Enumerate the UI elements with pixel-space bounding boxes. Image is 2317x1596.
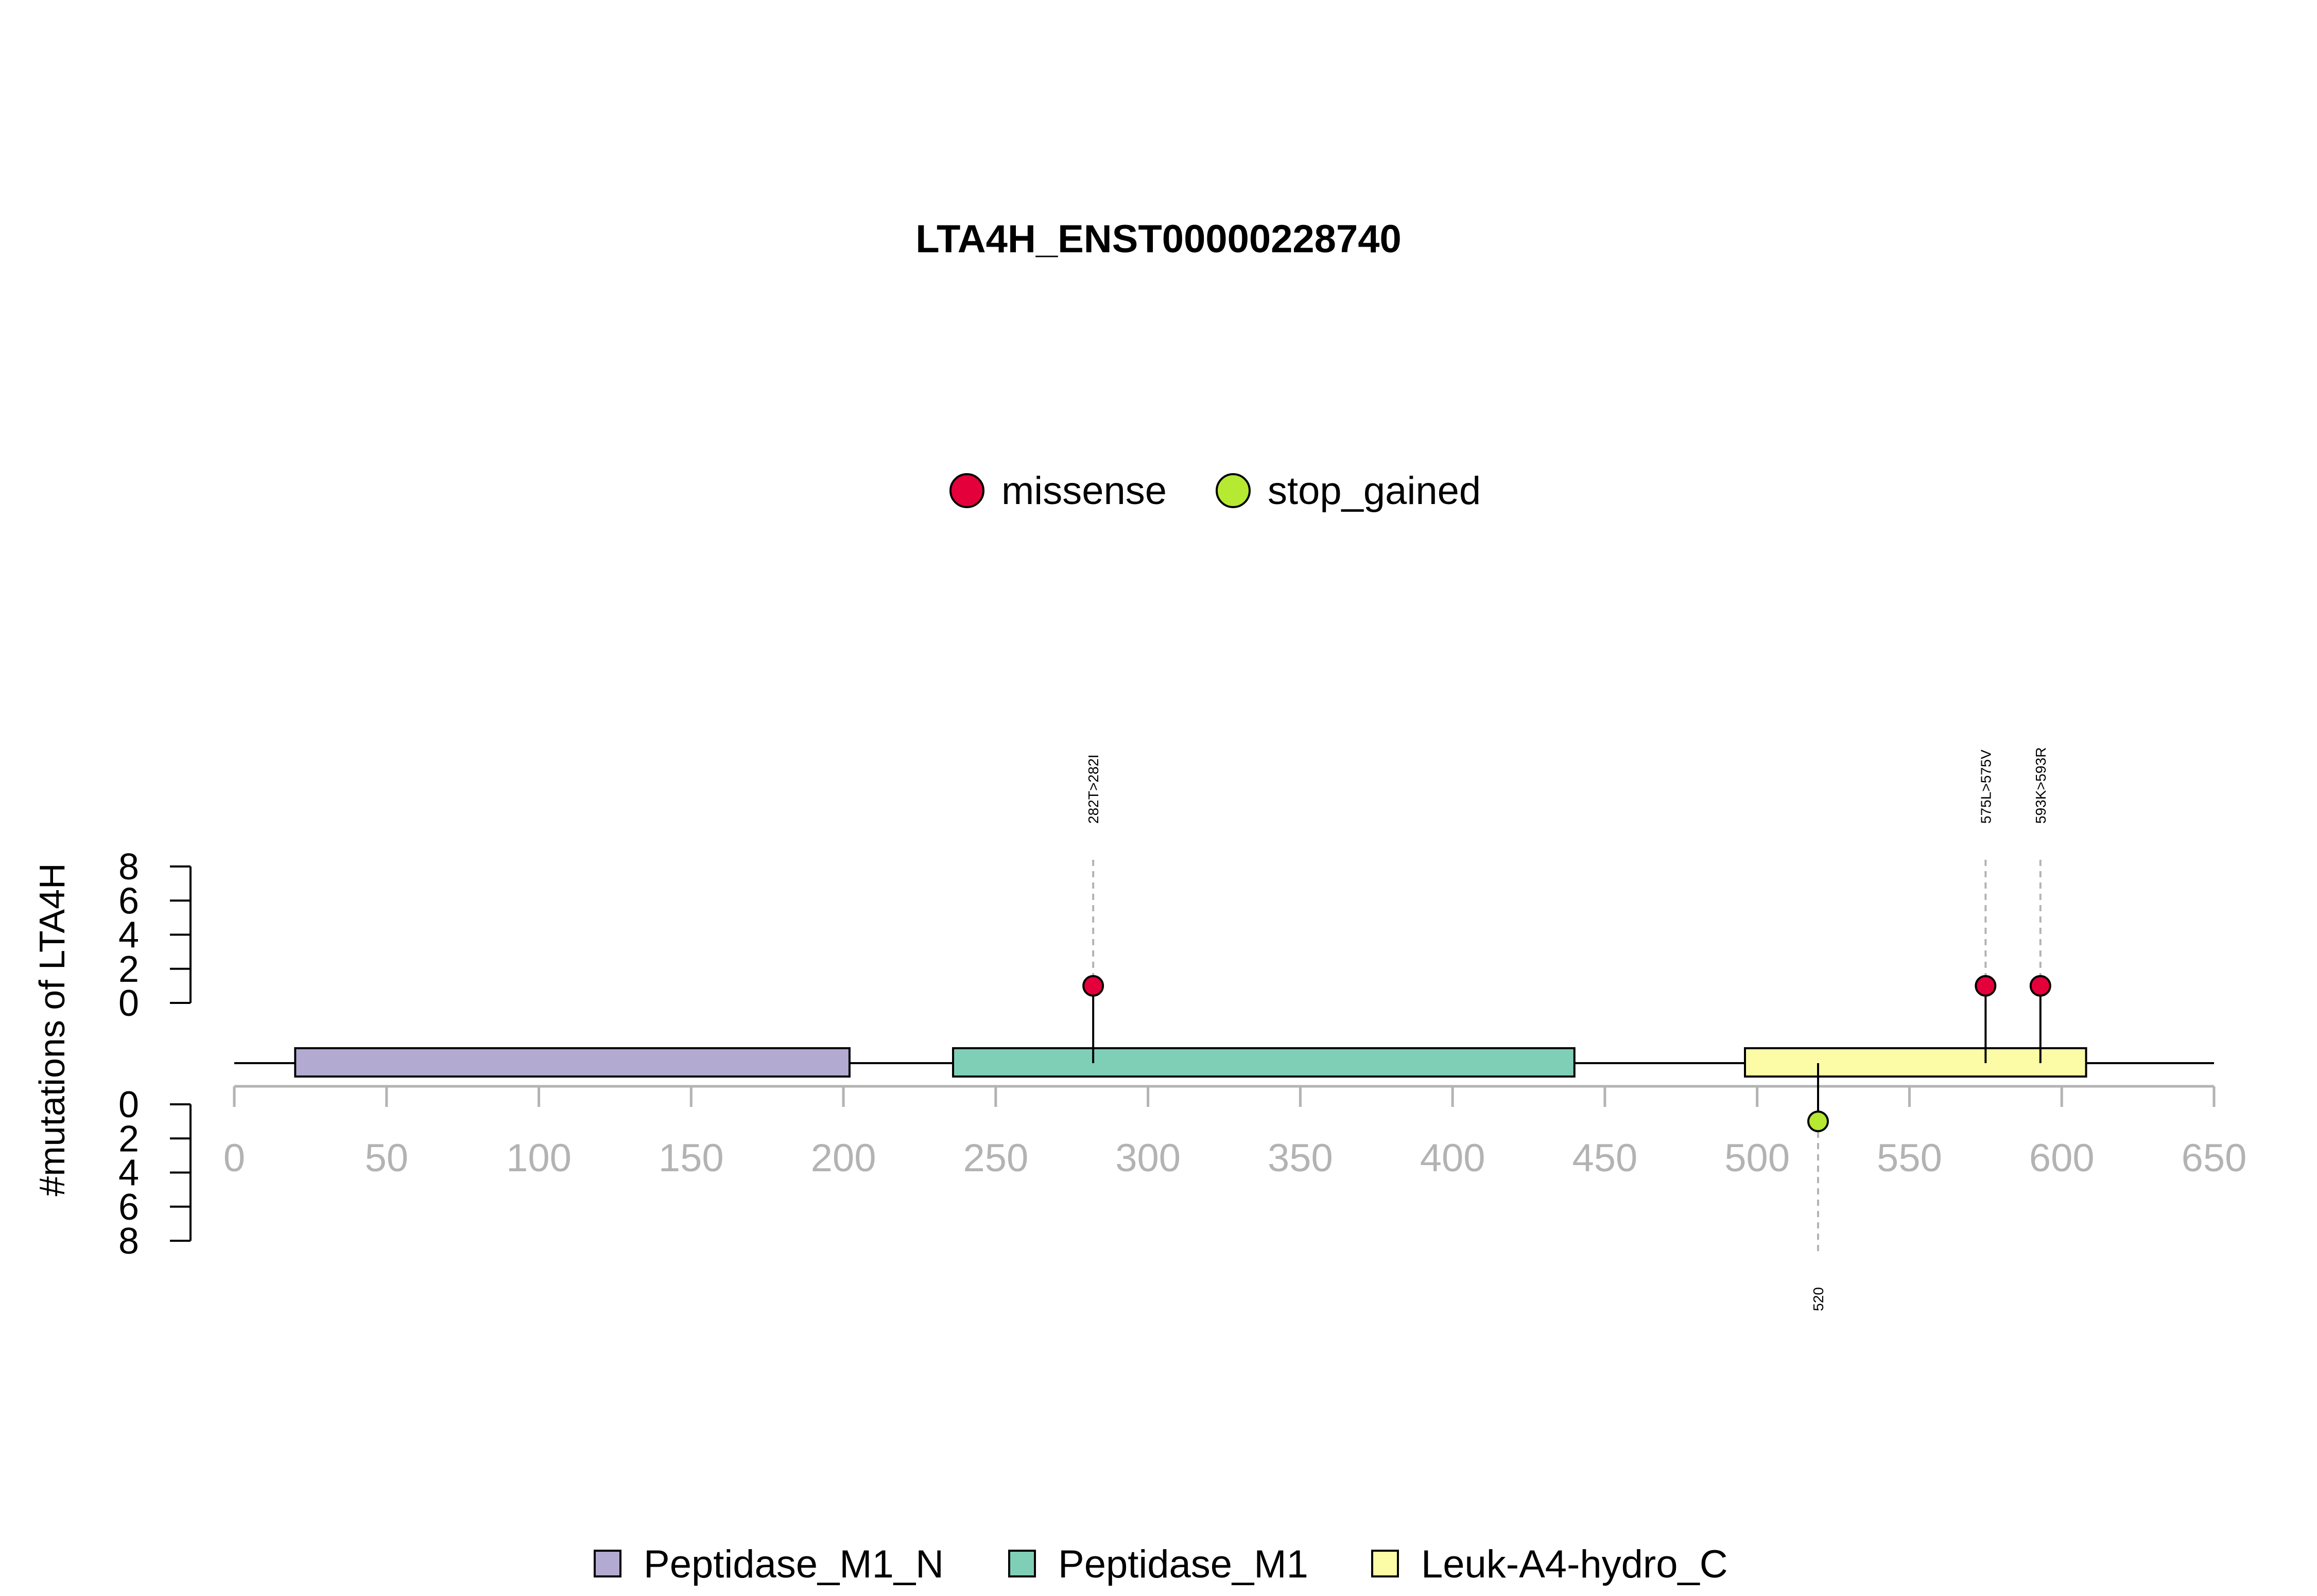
- x-tick-label: 550: [1877, 1136, 1942, 1180]
- y-upper-tick-label: 0: [118, 983, 139, 1024]
- x-tick-label: 300: [1115, 1136, 1181, 1180]
- x-tick-label: 600: [2029, 1136, 2095, 1180]
- domain-legend-label: Leuk-A4-hydro_C: [1421, 1542, 1728, 1586]
- protein-domains: [294, 1047, 2087, 1078]
- y-upper-tick-label: 8: [118, 846, 139, 888]
- mutation-label: 282T>282I: [1085, 754, 1101, 824]
- domain-peptidase_m1_n: [294, 1047, 851, 1078]
- x-tick-label: 100: [506, 1136, 572, 1180]
- y-axis-label: #mutations of LTA4H: [32, 863, 72, 1196]
- domain-legend: Peptidase_M1_N Peptidase_M1 Leuk-A4-hydro_…: [594, 1542, 1728, 1586]
- mutation-point-stop_gained: [1807, 1111, 1829, 1133]
- x-tick-label: 450: [1572, 1136, 1638, 1180]
- x-axis: 0 50 100 150 200 250 300 350 400 450 500 550 600 650: [223, 1085, 2247, 1180]
- domain-legend-swatch: [594, 1550, 621, 1577]
- domain-legend-label: Peptidase_M1: [1058, 1542, 1308, 1586]
- x-tick-label: 0: [223, 1136, 245, 1180]
- y-upper-tick-label: 2: [118, 949, 139, 990]
- y-lower-tick-label: 6: [118, 1187, 139, 1228]
- y-lower-tick-label: 8: [118, 1221, 139, 1262]
- chart-title: LTA4H_ENST00000228740: [915, 217, 1402, 261]
- mutation-point-missense: [1082, 975, 1104, 997]
- y-lower-tick-label: 4: [118, 1153, 139, 1194]
- legend-marker-missense: [949, 473, 984, 508]
- x-tick-label: 350: [1268, 1136, 1333, 1180]
- mutation-lollipops: 282T>282I 575L>575V 593K>593R 520: [1082, 747, 2051, 1311]
- x-tick-label: 500: [1724, 1136, 1790, 1180]
- domain-leuk-a4-hydro_c: [1744, 1047, 2087, 1078]
- domain-legend-label: Peptidase_M1_N: [644, 1542, 944, 1586]
- y-lower-tick-label: 0: [118, 1084, 139, 1125]
- domain-peptidase_m1: [952, 1047, 1576, 1078]
- x-tick-label: 250: [963, 1136, 1028, 1180]
- mutation-type-legend: missense stop_gained: [949, 469, 1481, 513]
- legend-label-missense: missense: [1001, 469, 1167, 513]
- domain-legend-swatch: [1371, 1550, 1399, 1577]
- x-tick-label: 150: [659, 1136, 724, 1180]
- legend-label-stop_gained: stop_gained: [1268, 469, 1481, 513]
- mutation-point-missense: [1975, 975, 1997, 997]
- x-tick-label: 650: [2182, 1136, 2247, 1180]
- mutation-label: 520: [1810, 1287, 1826, 1311]
- x-tick-label: 200: [811, 1136, 876, 1180]
- x-tick-label: 400: [1420, 1136, 1485, 1180]
- legend-marker-stop_gained: [1216, 473, 1251, 508]
- y-upper-tick-label: 6: [118, 880, 139, 922]
- x-tick-label: 50: [365, 1136, 408, 1180]
- mutation-point-missense: [2029, 975, 2051, 997]
- mutation-label: 575L>575V: [1978, 750, 1994, 824]
- y-upper-tick-label: 4: [118, 915, 139, 956]
- mutation-label: 593K>593R: [2033, 747, 2049, 824]
- y-lower-tick-label: 2: [118, 1118, 139, 1159]
- domain-legend-swatch: [1008, 1550, 1036, 1577]
